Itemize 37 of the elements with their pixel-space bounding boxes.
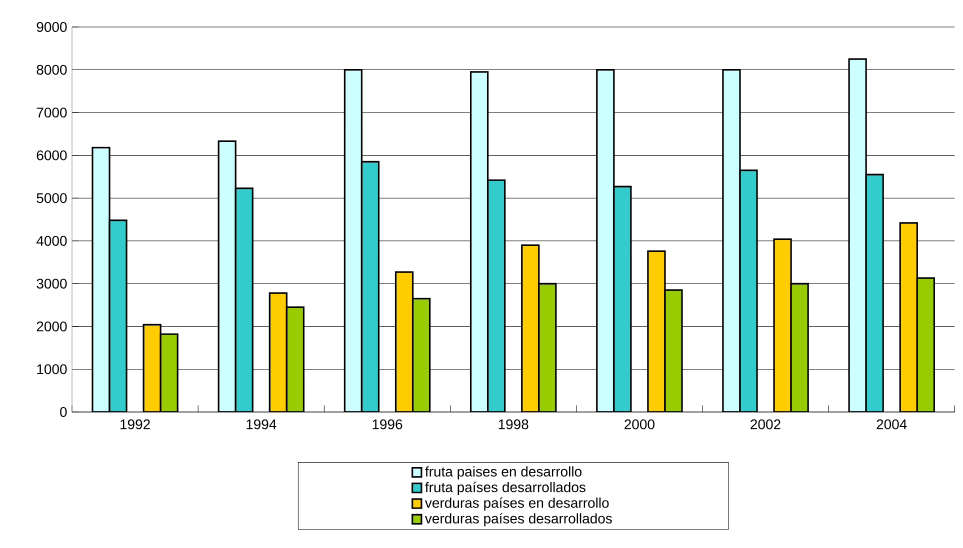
- bar: [470, 71, 489, 412]
- bar: [268, 292, 288, 412]
- y-tick-label: 4000: [36, 236, 67, 246]
- bar: [394, 271, 414, 412]
- legend-label: verduras países en desarrollo: [424, 497, 609, 511]
- y-tick-label: 3000: [36, 278, 67, 289]
- y-tick-label: 2000: [36, 321, 67, 332]
- bar: [773, 238, 792, 412]
- y-tick-label: 7000: [36, 108, 67, 118]
- bar: [344, 68, 363, 412]
- legend-label: verduras países desarrollados: [424, 513, 612, 526]
- bar: [647, 250, 666, 412]
- x-tick-label: 1994: [246, 419, 276, 430]
- x-tick-label: 1996: [372, 419, 402, 430]
- x-tick-label: 1998: [498, 419, 528, 430]
- bar: [899, 222, 918, 412]
- x-tick-label: 1992: [120, 419, 150, 430]
- y-tick-label: 5000: [36, 193, 67, 204]
- bar: [360, 160, 380, 412]
- bar: [848, 58, 867, 412]
- x-tick-label: 2004: [876, 419, 907, 430]
- legend-label: fruta paises en desarrollo: [425, 466, 582, 480]
- y-tick-label: 9000: [36, 22, 67, 32]
- bar: [865, 174, 884, 412]
- legend-label: fruta países desarrollados: [425, 482, 586, 495]
- bar: [613, 186, 632, 412]
- y-tick-label: 0: [60, 407, 67, 417]
- bar: [521, 244, 540, 412]
- y-tick-label: 1000: [37, 364, 67, 374]
- x-tick-label: 2002: [750, 419, 780, 430]
- y-tick-label: 6000: [36, 150, 67, 160]
- y-tick-label: 8000: [36, 64, 67, 75]
- bar: [218, 140, 236, 412]
- bar: [487, 179, 506, 412]
- x-tick-label: 2000: [624, 419, 654, 430]
- bar: [234, 187, 254, 412]
- bar: [596, 68, 615, 412]
